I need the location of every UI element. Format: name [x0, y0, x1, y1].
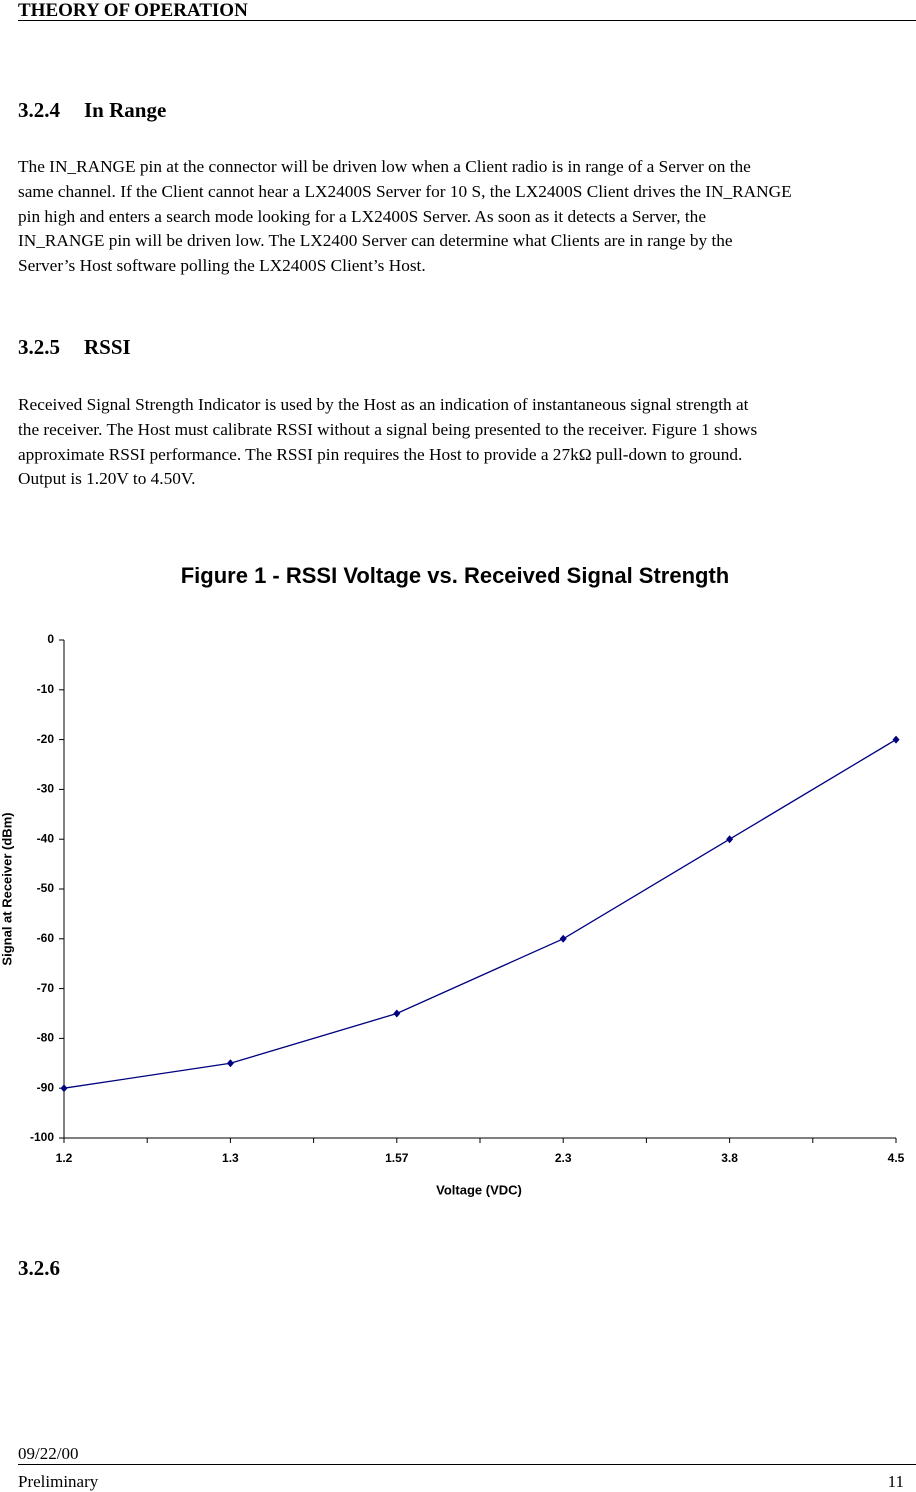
paragraph-line: pin high and enters a search mode lookin…: [18, 206, 706, 226]
y-tick-label: -80: [37, 1031, 55, 1045]
y-tick-label: -30: [37, 782, 55, 796]
data-point: [726, 835, 734, 844]
y-tick-label: -20: [37, 732, 55, 746]
chart: Figure 1 - RSSI Voltage vs. Received Sig…: [0, 563, 905, 1198]
header-title: THEORY OF OPERATION: [18, 0, 248, 21]
paragraph-line: IN_RANGE pin will be driven low. The LX2…: [18, 231, 733, 251]
paragraph-line: The IN_RANGE pin at the connector will b…: [18, 157, 751, 176]
x-tick-label: 2.3: [555, 1151, 572, 1165]
footer-rule: [18, 1464, 916, 1465]
section-title: RSSI: [84, 335, 131, 359]
footer-status: Preliminary: [18, 1472, 99, 1491]
paragraph-line: the receiver. The Host must calibrate RS…: [18, 419, 758, 439]
data-point: [60, 1084, 68, 1093]
paragraph-line: Output is 1.20V to 4.50V.: [18, 469, 196, 489]
data-point: [559, 934, 567, 943]
data-point: [393, 1009, 401, 1018]
y-tick-label: -50: [37, 881, 55, 895]
x-tick-label: 1.57: [385, 1151, 409, 1165]
y-tick-label: -90: [37, 1080, 55, 1094]
y-tick-label: -60: [37, 931, 55, 945]
y-tick-label: -10: [37, 682, 55, 696]
x-tick-label: 1.2: [56, 1151, 73, 1165]
x-tick-label: 3.8: [721, 1151, 738, 1165]
chart-title: Figure 1 - RSSI Voltage vs. Received Sig…: [181, 563, 730, 588]
x-axis-label: Voltage (VDC): [436, 1182, 522, 1197]
section-number: 3.2.4: [18, 98, 60, 122]
section-number: 3.2.5: [18, 335, 60, 359]
footer-date: 09/22/00: [18, 1444, 79, 1463]
data-line: [63, 739, 897, 1089]
page-number: 11: [887, 1472, 904, 1491]
section-title: In Range: [84, 98, 167, 122]
data-point: [226, 1059, 234, 1068]
y-tick-label: 0: [47, 632, 54, 646]
y-tick-label: -100: [30, 1130, 54, 1144]
y-axis-label: Signal at Receiver (dBm): [0, 812, 14, 965]
y-tick-label: -40: [37, 831, 55, 845]
x-tick-label: 4.5: [888, 1151, 905, 1165]
section-number: 3.2.6: [18, 1256, 60, 1280]
paragraph-line: Received Signal Strength Indicator is us…: [18, 395, 749, 414]
paragraph-line: approximate RSSI performance. The RSSI p…: [18, 444, 743, 464]
header-rule: [18, 20, 916, 21]
data-point: [892, 735, 900, 744]
x-tick-label: 1.3: [222, 1151, 239, 1165]
paragraph-line: same channel. If the Client cannot hear …: [18, 181, 792, 201]
y-tick-label: -70: [37, 981, 55, 995]
paragraph-line: Server’s Host software polling the LX240…: [18, 256, 426, 276]
